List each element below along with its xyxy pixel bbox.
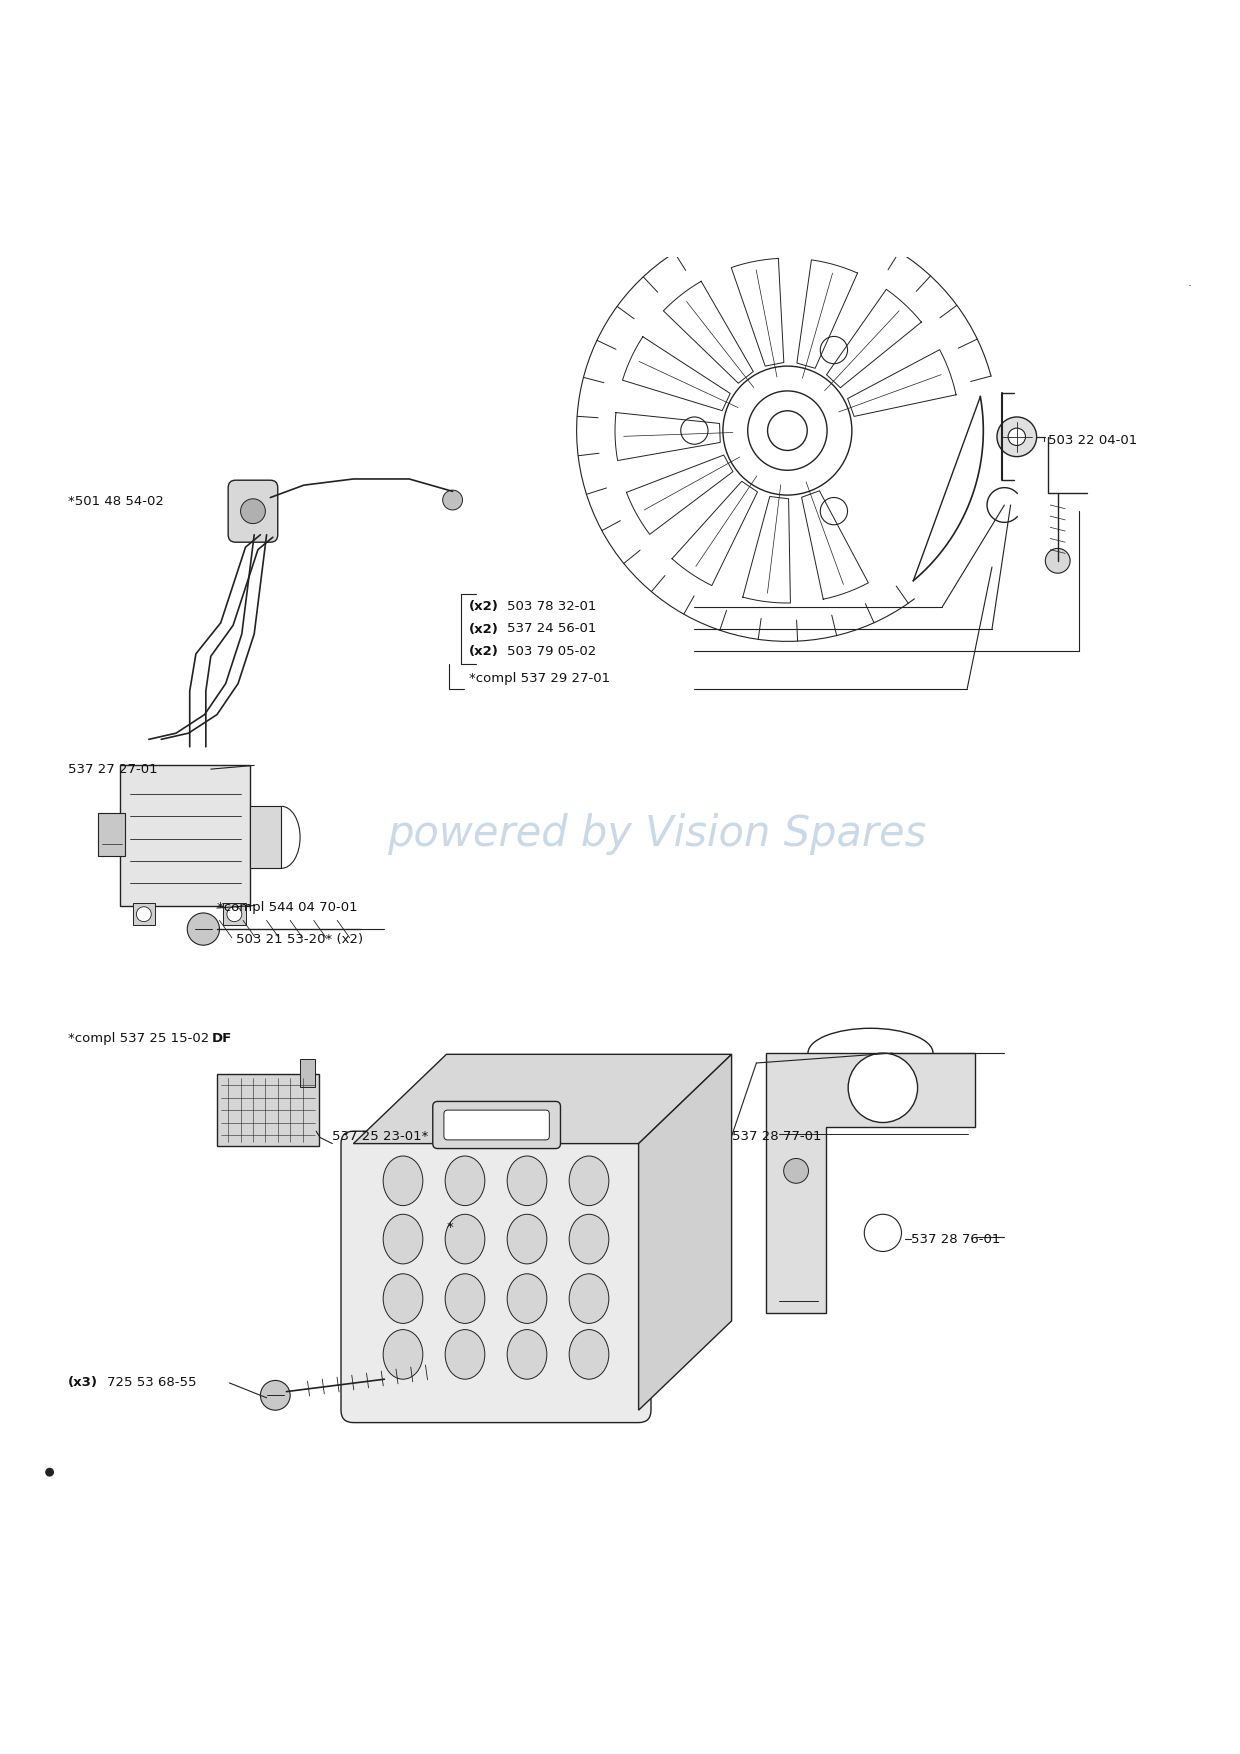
- Circle shape: [1045, 549, 1070, 574]
- Ellipse shape: [569, 1273, 609, 1324]
- Polygon shape: [639, 1054, 732, 1410]
- Text: 725 53 68-55: 725 53 68-55: [107, 1377, 196, 1389]
- Ellipse shape: [445, 1214, 485, 1265]
- Ellipse shape: [383, 1330, 423, 1379]
- Ellipse shape: [569, 1330, 609, 1379]
- Polygon shape: [766, 1052, 975, 1314]
- Ellipse shape: [383, 1156, 423, 1205]
- Circle shape: [997, 417, 1037, 456]
- Text: .: .: [1188, 275, 1192, 288]
- Text: *: *: [446, 1221, 453, 1235]
- Bar: [133, 903, 155, 926]
- Text: 503 21 53-20* (x2): 503 21 53-20* (x2): [236, 933, 363, 945]
- FancyBboxPatch shape: [444, 1110, 549, 1140]
- Text: 503 79 05-02: 503 79 05-02: [507, 645, 596, 658]
- Circle shape: [864, 1214, 901, 1252]
- Text: powered by Vision Spares: powered by Vision Spares: [388, 812, 926, 854]
- Circle shape: [241, 498, 265, 524]
- Ellipse shape: [507, 1214, 547, 1265]
- Ellipse shape: [383, 1273, 423, 1324]
- Circle shape: [46, 1468, 53, 1475]
- Circle shape: [848, 1052, 918, 1123]
- Text: (x3): (x3): [68, 1377, 98, 1389]
- Text: *compl 537 25 15-02: *compl 537 25 15-02: [68, 1031, 213, 1045]
- FancyBboxPatch shape: [433, 1102, 560, 1149]
- Ellipse shape: [445, 1273, 485, 1324]
- Bar: [223, 903, 246, 926]
- Text: 537 24 56-01: 537 24 56-01: [507, 623, 596, 635]
- Text: 537 27 27-01: 537 27 27-01: [68, 763, 157, 775]
- Bar: [120, 765, 250, 905]
- Ellipse shape: [383, 1214, 423, 1265]
- Circle shape: [136, 907, 151, 921]
- FancyBboxPatch shape: [228, 481, 278, 542]
- Bar: [250, 807, 281, 868]
- Text: (x2): (x2): [469, 600, 498, 614]
- Circle shape: [443, 489, 463, 510]
- Bar: [300, 1059, 315, 1086]
- Text: 503 22 04-01: 503 22 04-01: [1048, 433, 1137, 447]
- Ellipse shape: [445, 1330, 485, 1379]
- Bar: [98, 812, 125, 856]
- Text: 537 28 76-01: 537 28 76-01: [911, 1233, 1001, 1245]
- Ellipse shape: [507, 1330, 547, 1379]
- FancyBboxPatch shape: [341, 1131, 651, 1422]
- Circle shape: [227, 907, 242, 921]
- Circle shape: [1008, 428, 1025, 446]
- Circle shape: [187, 914, 219, 945]
- Circle shape: [260, 1380, 290, 1410]
- Ellipse shape: [507, 1156, 547, 1205]
- Text: *compl 544 04 70-01: *compl 544 04 70-01: [217, 902, 357, 914]
- Text: *501 48 54-02: *501 48 54-02: [68, 495, 164, 507]
- Text: (x2): (x2): [469, 623, 498, 635]
- Text: DF: DF: [212, 1031, 232, 1045]
- Bar: [217, 1073, 319, 1145]
- Text: 503 78 32-01: 503 78 32-01: [507, 600, 596, 614]
- Text: (x2): (x2): [469, 645, 498, 658]
- Text: 537 28 77-01: 537 28 77-01: [732, 1130, 821, 1142]
- Text: *compl 537 29 27-01: *compl 537 29 27-01: [469, 672, 610, 686]
- Ellipse shape: [569, 1214, 609, 1265]
- Text: 537 25 23-01*: 537 25 23-01*: [332, 1130, 429, 1142]
- Ellipse shape: [507, 1273, 547, 1324]
- Ellipse shape: [569, 1156, 609, 1205]
- Ellipse shape: [445, 1156, 485, 1205]
- Circle shape: [784, 1158, 808, 1184]
- Polygon shape: [353, 1054, 732, 1144]
